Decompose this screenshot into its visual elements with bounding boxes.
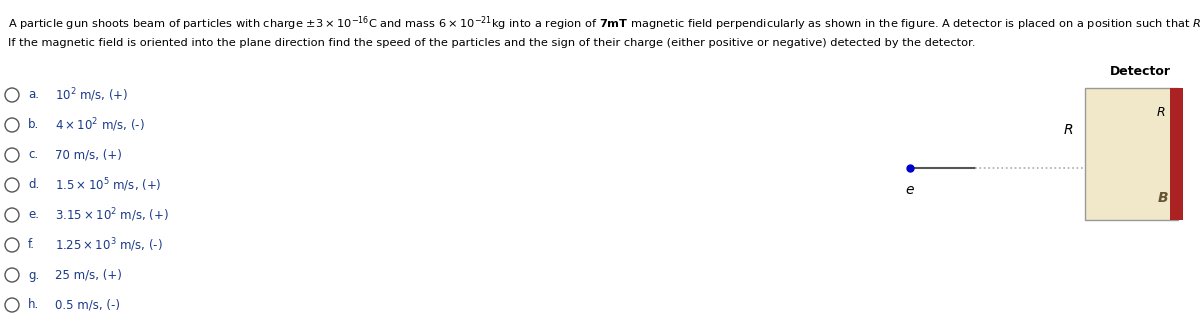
Text: $1.5 \times 10^5$ m/s, (+): $1.5 \times 10^5$ m/s, (+) — [55, 176, 162, 194]
Text: 70 m/s, (+): 70 m/s, (+) — [55, 148, 122, 161]
Text: a.: a. — [28, 88, 38, 102]
Text: 0.5 m/s, (-): 0.5 m/s, (-) — [55, 298, 120, 312]
Text: c.: c. — [28, 148, 38, 161]
Text: $1.25 \times 10^3$ m/s, (-): $1.25 \times 10^3$ m/s, (-) — [55, 236, 163, 254]
Text: 25 m/s, (+): 25 m/s, (+) — [55, 268, 122, 281]
Text: $4 \times 10^2$ m/s, (-): $4 \times 10^2$ m/s, (-) — [55, 116, 145, 134]
Text: d.: d. — [28, 179, 40, 192]
Bar — [1170, 88, 1183, 220]
Text: $10^2$ m/s, (+): $10^2$ m/s, (+) — [55, 86, 128, 104]
Text: e: e — [906, 183, 914, 197]
Text: Detector: Detector — [1110, 65, 1170, 78]
Bar — [1085, 88, 1178, 220]
Text: b.: b. — [28, 119, 40, 132]
Text: If the magnetic field is oriented into the plane direction find the speed of the: If the magnetic field is oriented into t… — [8, 38, 976, 48]
Text: R: R — [1063, 123, 1073, 137]
Text: B: B — [1157, 191, 1168, 205]
Text: $3.15 \times 10^2$ m/s, (+): $3.15 \times 10^2$ m/s, (+) — [55, 206, 169, 224]
Text: g.: g. — [28, 268, 40, 281]
Text: h.: h. — [28, 298, 40, 312]
Text: e.: e. — [28, 208, 38, 221]
Text: f.: f. — [28, 239, 35, 252]
Text: A particle gun shoots beam of particles with charge $\pm3 \times 10^{-16}$C and : A particle gun shoots beam of particles … — [8, 14, 1200, 32]
Text: R: R — [1157, 106, 1165, 119]
